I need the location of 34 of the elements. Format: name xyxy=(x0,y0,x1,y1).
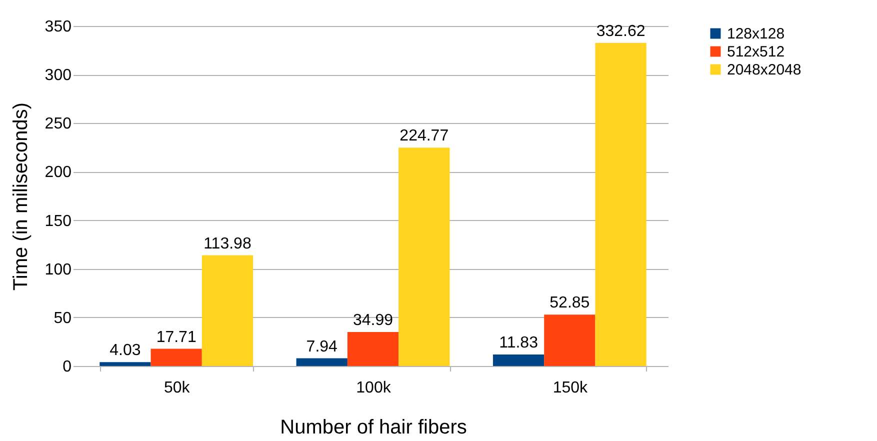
legend-label: 128x128 xyxy=(727,26,785,42)
y-tick-label: 200 xyxy=(44,164,72,182)
bar xyxy=(347,332,399,366)
bar xyxy=(202,255,254,366)
bar xyxy=(296,358,348,366)
data-label: 332.62 xyxy=(596,22,646,40)
bar xyxy=(398,148,450,366)
y-tick-label: 50 xyxy=(54,310,72,327)
data-label: 17.71 xyxy=(156,328,196,346)
data-label: 34.99 xyxy=(352,312,394,330)
bar xyxy=(100,362,151,366)
bar xyxy=(150,348,202,366)
bar xyxy=(492,354,544,366)
data-label: 4.03 xyxy=(110,342,141,360)
data-label: 224.77 xyxy=(400,128,449,145)
bar xyxy=(595,42,646,366)
y-tick-label: 300 xyxy=(44,67,72,84)
x-tick-label: 50k xyxy=(164,380,191,396)
y-axis-title: Time (in miliseconds) xyxy=(10,102,32,291)
y-tick-label: 150 xyxy=(44,212,72,230)
y-tick-label: 0 xyxy=(62,358,72,376)
data-label: 7.94 xyxy=(306,338,338,356)
y-tick-label: 250 xyxy=(44,116,72,133)
y-tick-label: 350 xyxy=(44,18,72,36)
x-tick-label: 100k xyxy=(356,380,392,396)
y-tick-label: 100 xyxy=(44,261,72,278)
data-label: 113.98 xyxy=(204,235,252,252)
x-axis-title: Number of hair fibers xyxy=(280,416,467,438)
x-tick-label: 150k xyxy=(552,380,589,396)
bar xyxy=(544,314,596,366)
legend-label: 512x512 xyxy=(727,44,785,60)
legend-label: 2048x2048 xyxy=(727,62,802,78)
data-label: 52.85 xyxy=(550,294,590,312)
data-label: 11.83 xyxy=(499,334,538,352)
